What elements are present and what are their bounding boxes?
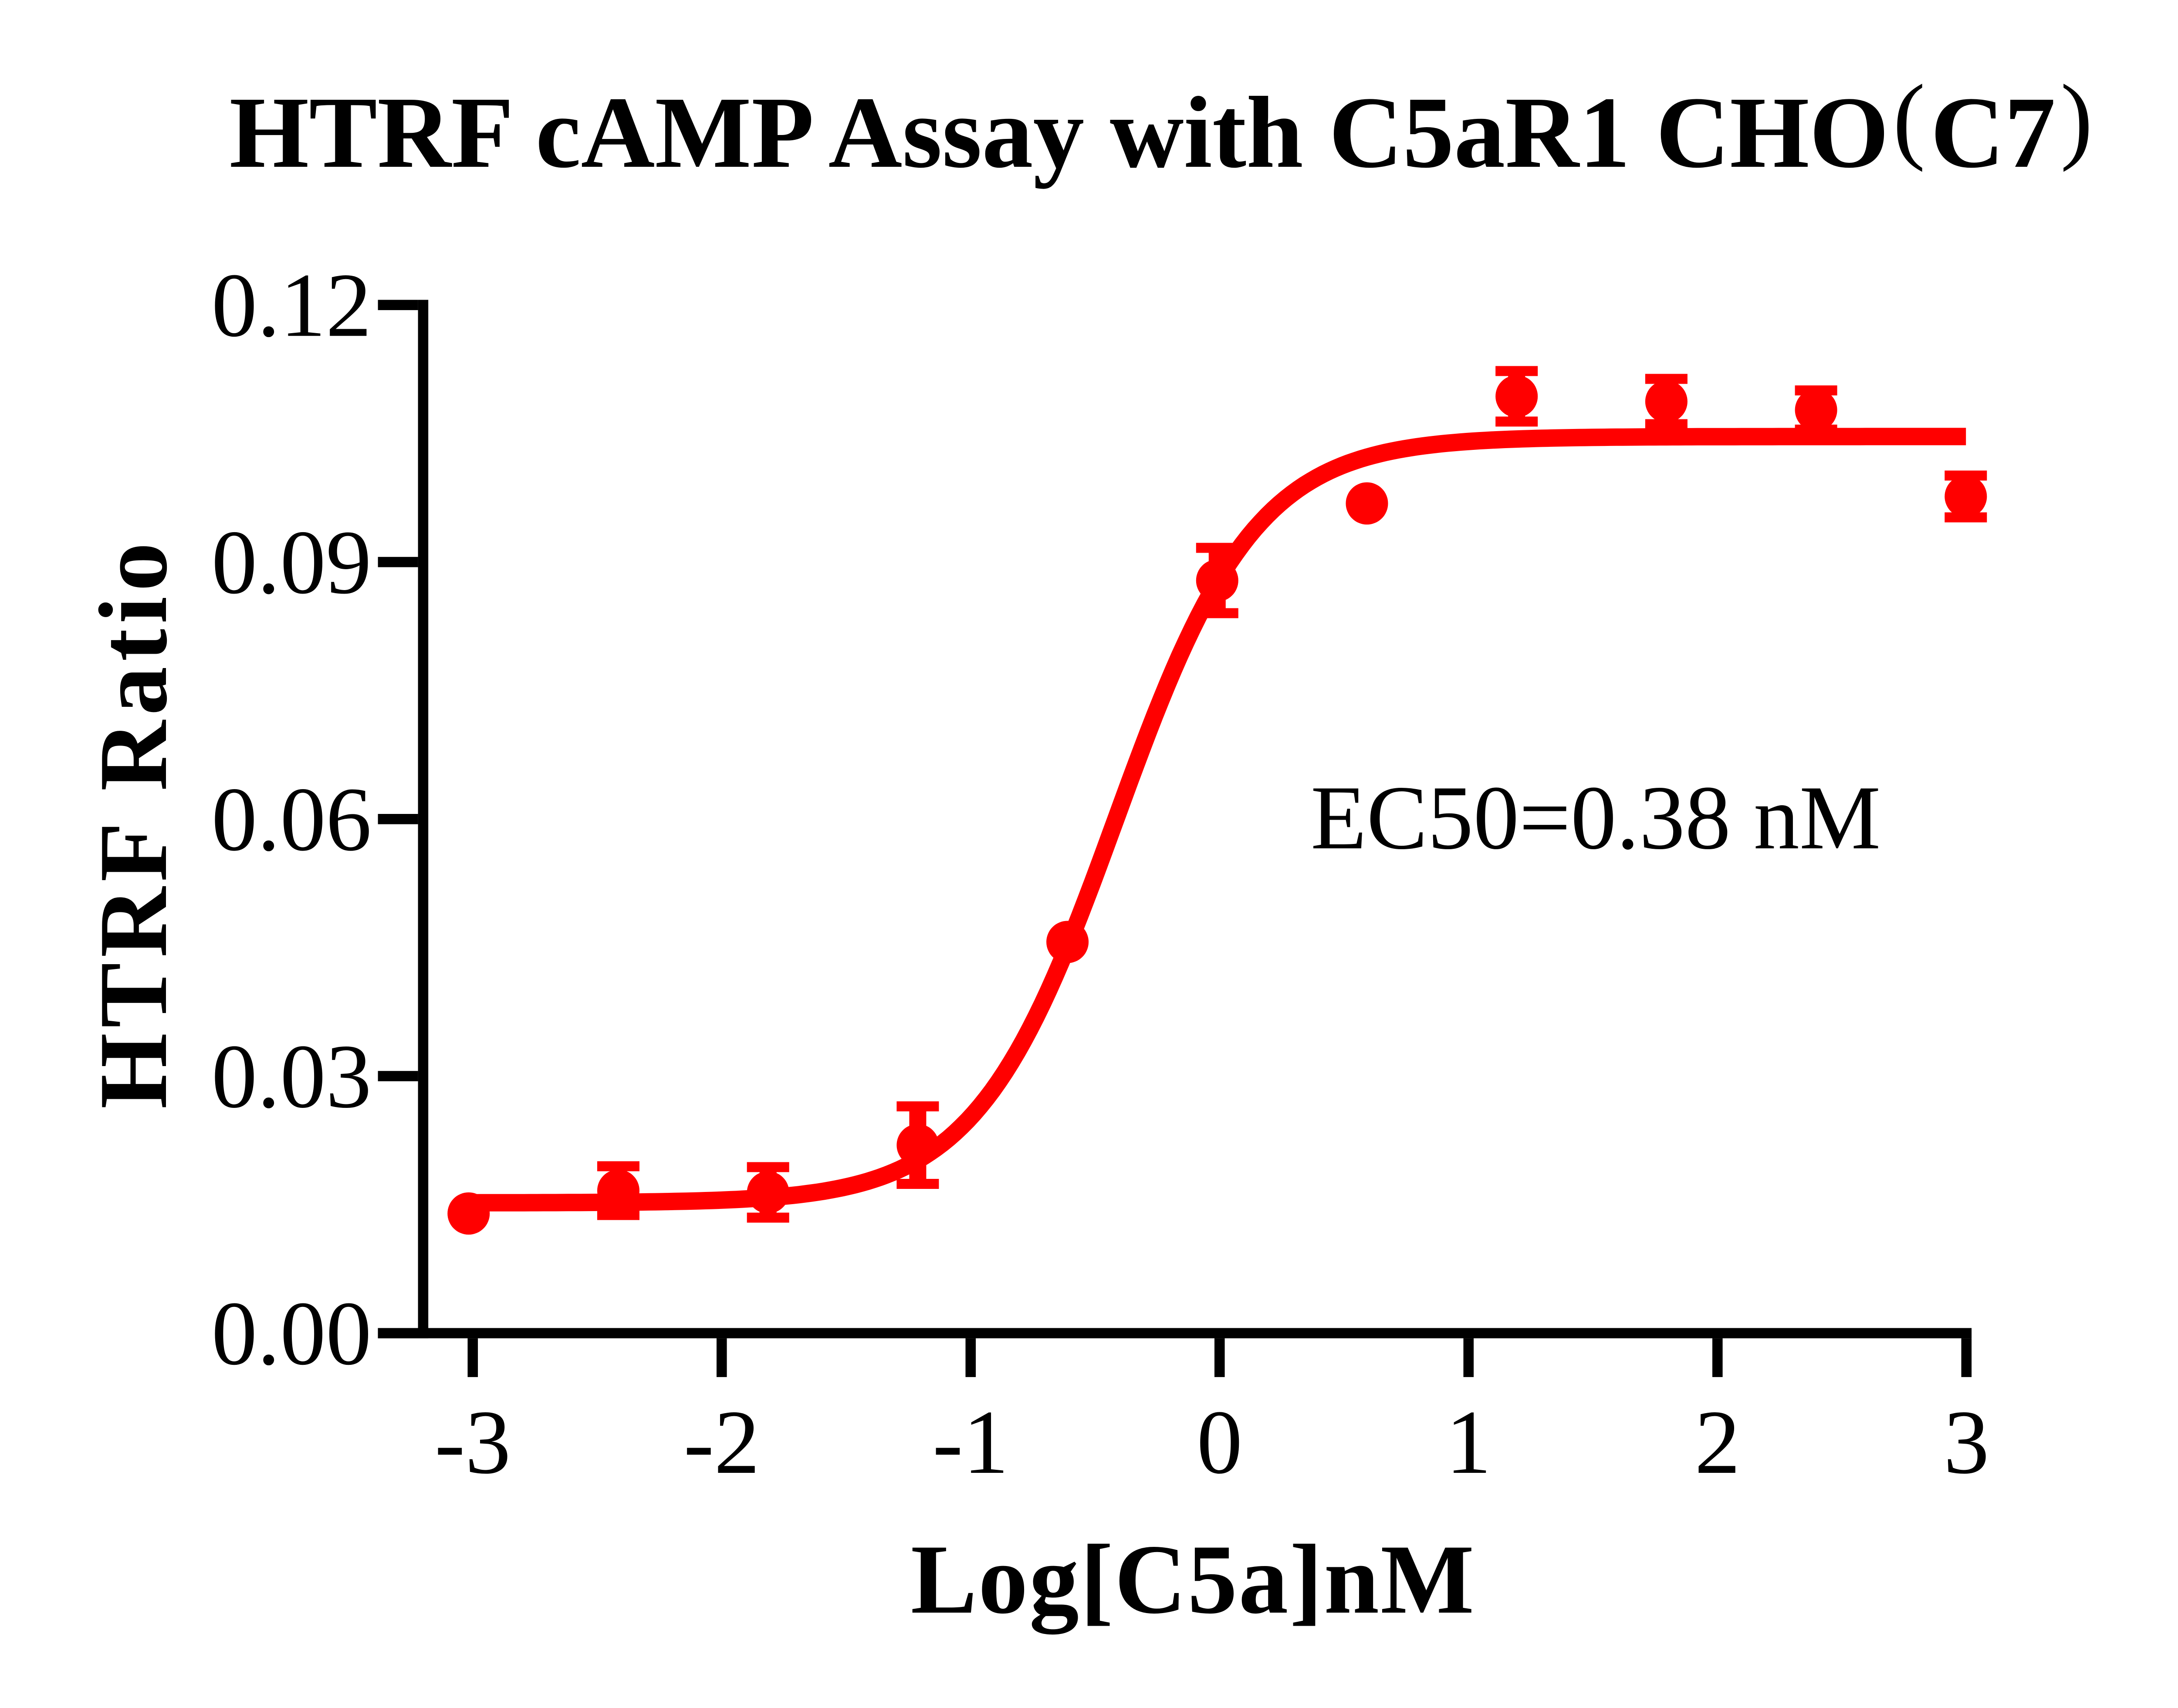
svg-text:3: 3 bbox=[1944, 1392, 1989, 1493]
svg-text:0.12: 0.12 bbox=[212, 255, 372, 356]
svg-text:0.03: 0.03 bbox=[212, 1026, 372, 1127]
svg-text:-2: -2 bbox=[683, 1392, 760, 1493]
svg-text:Log[C5a]nM: Log[C5a]nM bbox=[911, 1525, 1476, 1635]
svg-text:0: 0 bbox=[1197, 1392, 1242, 1493]
svg-text:2: 2 bbox=[1694, 1392, 1740, 1493]
svg-text:1: 1 bbox=[1446, 1392, 1491, 1493]
svg-text:0.09: 0.09 bbox=[212, 512, 372, 613]
svg-text:-1: -1 bbox=[933, 1392, 1009, 1493]
svg-text:-3: -3 bbox=[435, 1392, 511, 1493]
svg-text:HTRF Ratio: HTRF Ratio bbox=[79, 537, 187, 1109]
svg-text:EC50=0.38 nM: EC50=0.38 nM bbox=[1311, 767, 1881, 868]
svg-text:0.00: 0.00 bbox=[212, 1283, 372, 1384]
svg-text:HTRF cAMP Assay with C5aR1 CHO: HTRF cAMP Assay with C5aR1 CHO(C7) bbox=[230, 65, 2093, 189]
svg-text:0.06: 0.06 bbox=[212, 769, 372, 870]
